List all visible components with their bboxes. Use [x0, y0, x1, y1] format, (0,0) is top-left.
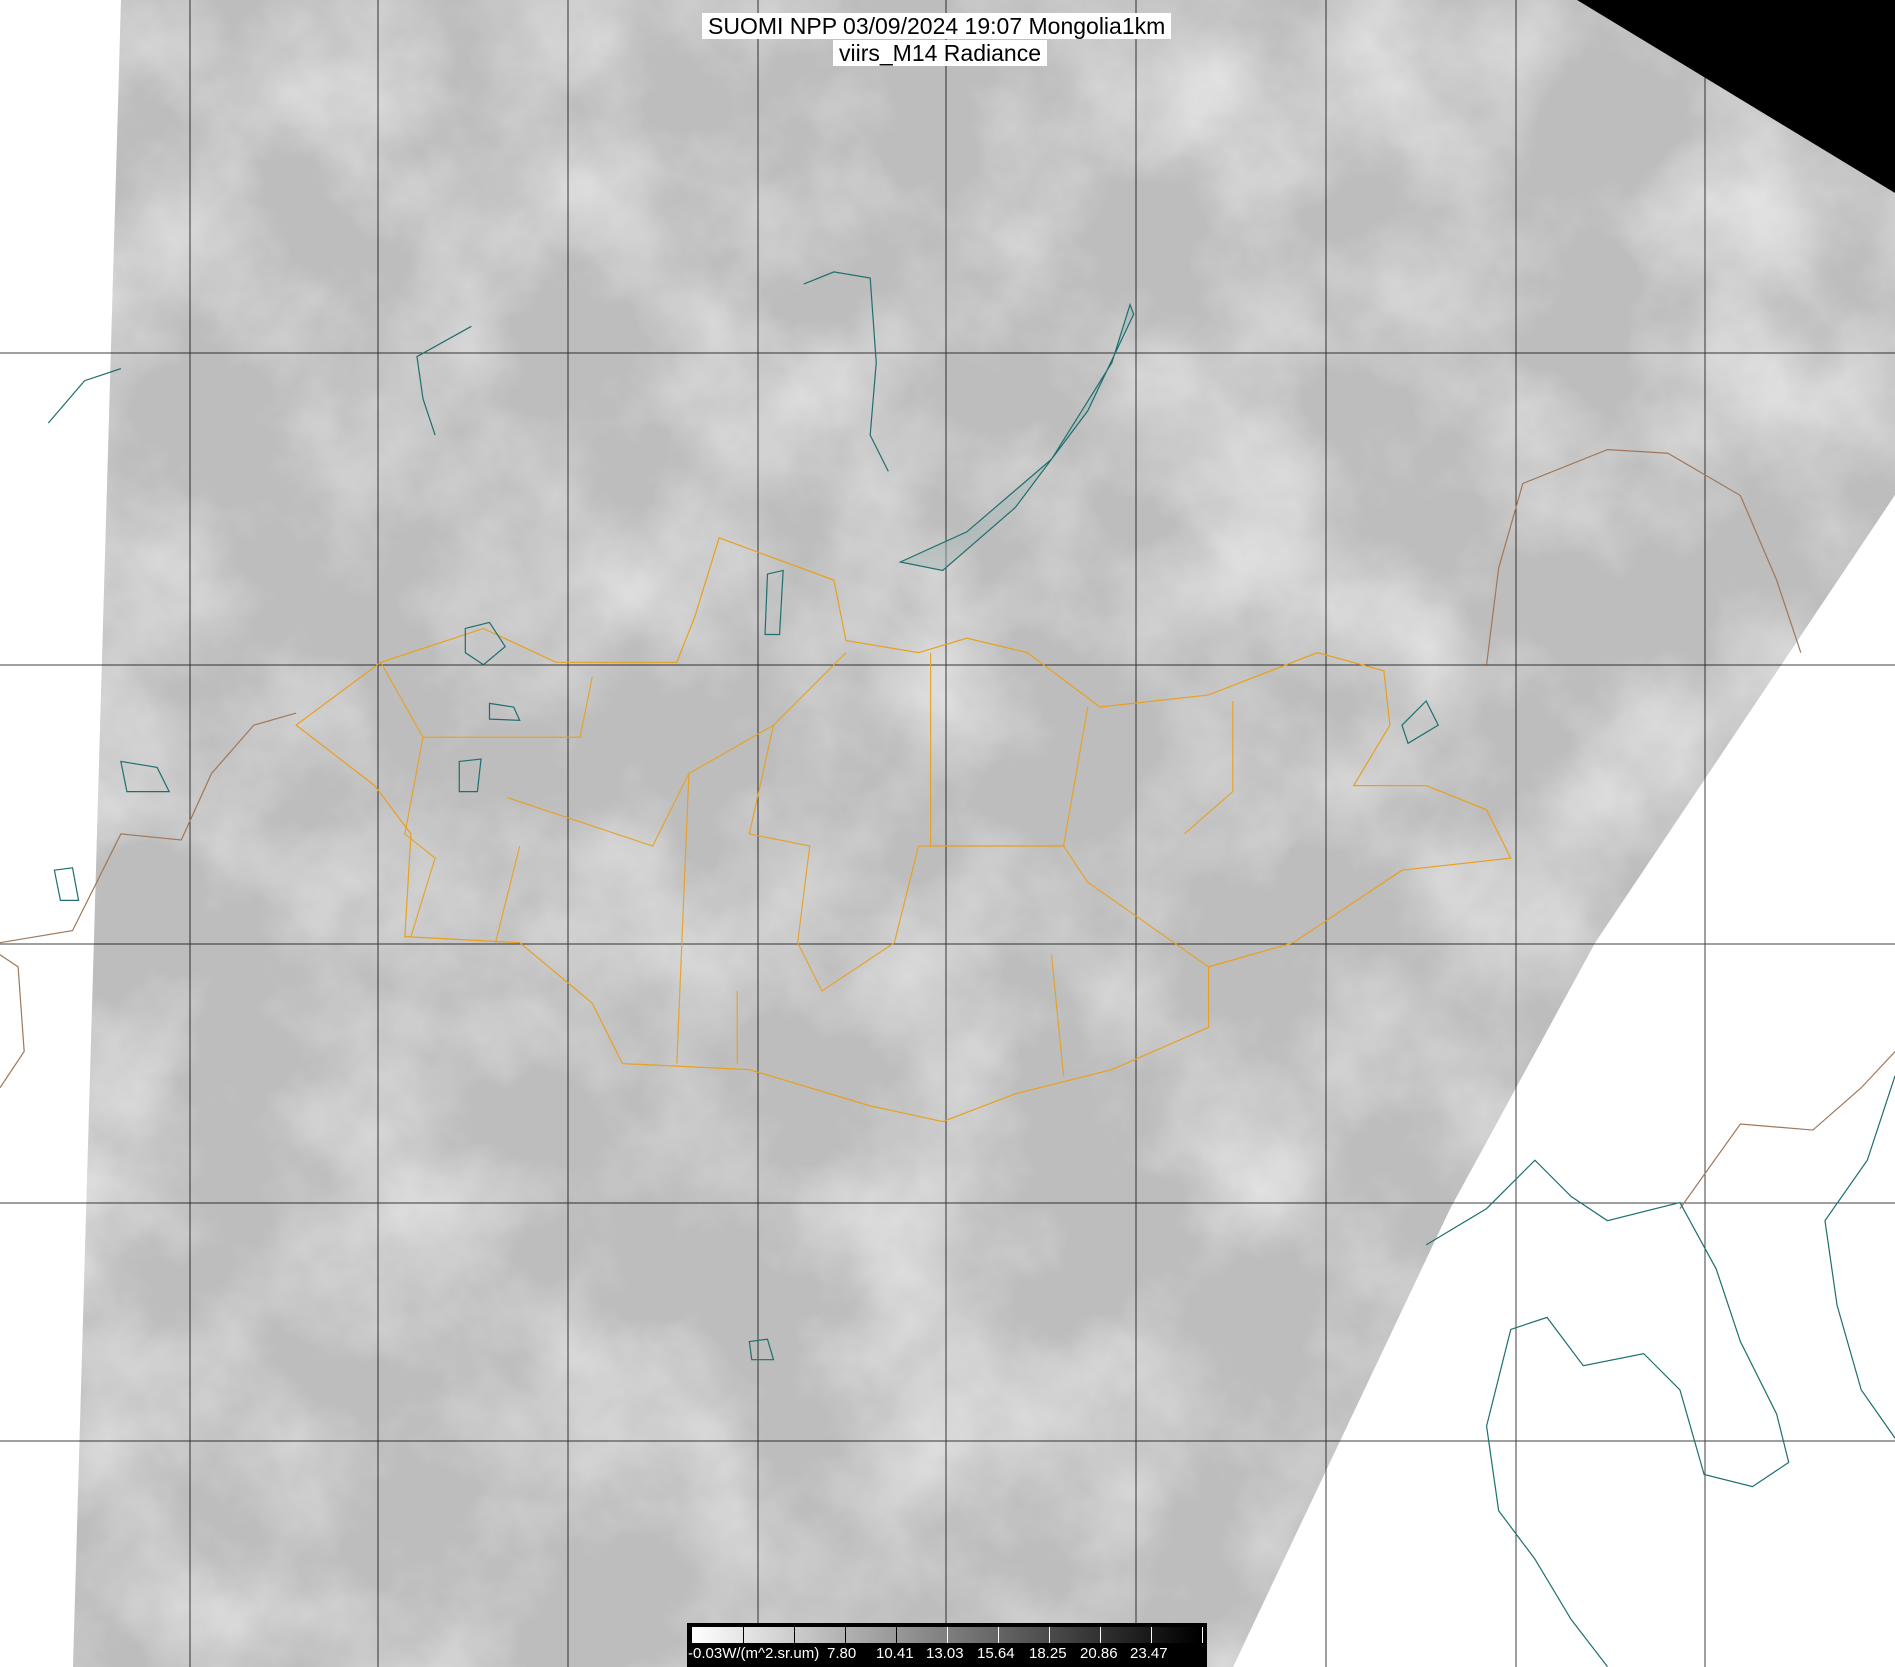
colorbar-tick — [1202, 1627, 1203, 1643]
river — [803, 271, 889, 472]
colorbar-tick — [743, 1627, 744, 1643]
country-border — [0, 954, 25, 1089]
river — [416, 325, 472, 436]
lake — [120, 760, 171, 793]
colorbar-tick — [845, 1627, 846, 1643]
coastline — [1425, 1159, 1790, 1667]
lake-baikal — [898, 302, 1135, 572]
colorbar-tick — [998, 1627, 999, 1643]
colorbar-tick-label: 7.80 — [827, 1645, 857, 1662]
colorbar-gradient — [692, 1627, 1198, 1643]
colorbar-tick-label: 18.25 — [1029, 1645, 1067, 1662]
colorbar-unit-label: -0.03W/(m^2.sr.um) — [688, 1645, 820, 1662]
lake — [764, 569, 784, 636]
colorbar-tick — [1151, 1627, 1152, 1643]
colorbar-tick-label: 13.03 — [926, 1645, 964, 1662]
colorbar-legend: -0.03W/(m^2.sr.um) 7.80 10.41 13.03 15.6… — [687, 1623, 1207, 1667]
mongolia-province-borders — [380, 652, 1234, 1076]
colorbar-tick-label: 23.47 — [1130, 1645, 1168, 1662]
lake — [53, 867, 80, 902]
lake — [488, 702, 521, 721]
mongolia-border — [295, 537, 1512, 1123]
colorbar-tick — [896, 1627, 897, 1643]
country-border — [1485, 448, 1802, 665]
colorbar-tick-label: 10.41 — [876, 1645, 914, 1662]
map-title: SUOMI NPP 03/09/2024 19:07 Mongolia1km — [702, 13, 1172, 39]
lake — [458, 758, 482, 793]
coastline — [1824, 1075, 1895, 1439]
lake — [464, 621, 506, 666]
colorbar-tick-label: 15.64 — [977, 1645, 1015, 1662]
colorbar-tick — [794, 1627, 795, 1643]
river — [47, 368, 122, 424]
colorbar-tick — [1049, 1627, 1050, 1643]
lake — [1401, 699, 1440, 745]
colorbar-tick-label: 20.86 — [1080, 1645, 1118, 1662]
country-border — [1679, 1051, 1895, 1209]
map-subtitle: viirs_M14 Radiance — [833, 40, 1047, 66]
country-border — [0, 712, 297, 944]
colorbar-tick — [1100, 1627, 1101, 1643]
lake — [748, 1338, 775, 1361]
colorbar-tick — [947, 1627, 948, 1643]
no-data-region — [1577, 0, 1895, 193]
